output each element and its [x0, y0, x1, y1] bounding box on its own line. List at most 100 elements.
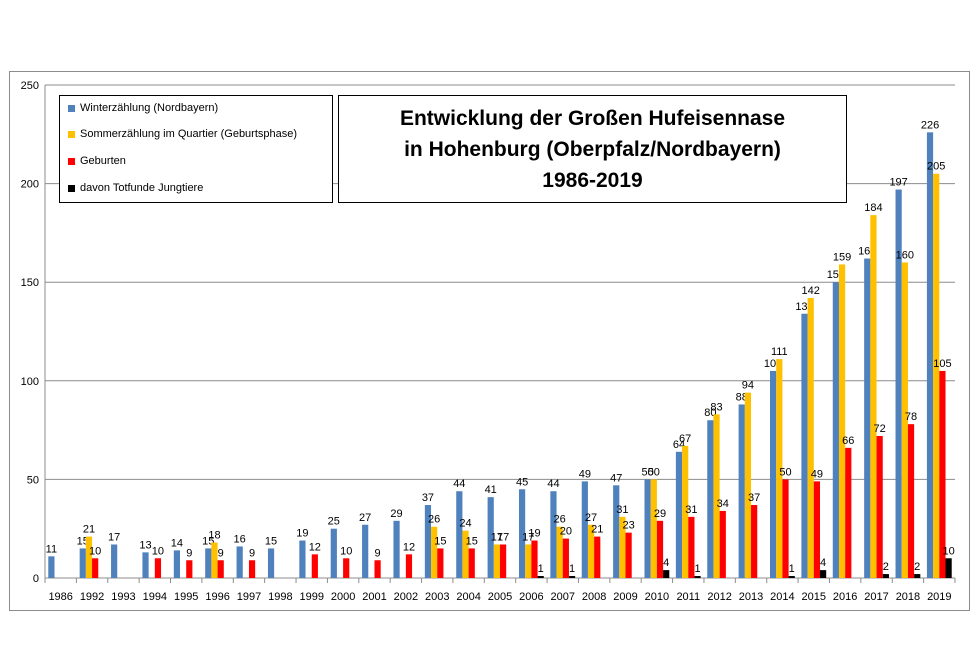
data-label: 10	[89, 545, 101, 557]
y-tick-label: 50	[27, 474, 39, 486]
bar	[870, 215, 877, 579]
legend-item-deaths: davon Totfunde Jungtiere	[68, 180, 203, 196]
bar	[926, 132, 934, 578]
data-label: 27	[585, 512, 597, 524]
data-label: 4	[663, 557, 669, 569]
bar	[311, 554, 318, 578]
data-label: 25	[328, 516, 340, 528]
bar	[299, 540, 306, 578]
bar	[186, 560, 193, 578]
bar	[92, 558, 99, 578]
legend-item-births: Geburten	[68, 153, 126, 169]
bar	[813, 481, 820, 578]
bar	[211, 542, 218, 578]
bar	[537, 576, 544, 578]
data-label: 44	[547, 478, 559, 490]
bar	[782, 479, 789, 578]
x-tick-label: 1993	[111, 591, 135, 603]
x-tick-label: 1996	[205, 591, 229, 603]
data-label: 12	[309, 541, 321, 553]
data-label: 80	[704, 407, 716, 419]
bar	[487, 497, 494, 578]
x-tick-label: 1994	[143, 591, 167, 603]
data-label: 15	[202, 535, 214, 547]
data-label: 2	[883, 561, 889, 573]
bar	[819, 570, 827, 578]
bar	[248, 560, 256, 578]
bar	[562, 538, 569, 578]
data-label: 1	[695, 563, 701, 575]
x-tick-label: 2007	[551, 591, 575, 603]
bar	[619, 516, 626, 578]
bar	[173, 550, 181, 578]
data-label: 14	[171, 537, 183, 549]
data-label: 21	[591, 524, 603, 536]
legend-item-summer: Sommerzählung im Quartier (Geburtsphase)	[68, 126, 297, 142]
bar	[424, 505, 432, 578]
y-tick-label: 150	[21, 277, 39, 289]
data-label: 72	[874, 423, 886, 435]
data-label: 78	[905, 411, 917, 423]
legend-item-winter: Winterzählung (Nordbayern)	[68, 100, 218, 116]
x-tick-label: 1992	[80, 591, 104, 603]
bar	[154, 558, 162, 578]
bar	[85, 536, 93, 578]
x-tick-label: 2014	[770, 591, 794, 603]
bar	[663, 570, 670, 578]
data-label: 4	[820, 557, 826, 569]
bar	[531, 540, 538, 578]
bar	[500, 544, 507, 578]
data-label: 197	[889, 177, 907, 189]
bar	[776, 359, 783, 578]
bar	[838, 264, 846, 578]
data-label: 20	[560, 526, 572, 538]
x-tick-label: 2004	[456, 591, 480, 603]
data-label: 19	[528, 528, 540, 540]
x-tick-label: 2011	[676, 591, 700, 603]
bar	[744, 392, 752, 578]
data-label: 15	[466, 535, 478, 547]
data-label: 10	[152, 545, 164, 557]
bar	[581, 481, 588, 578]
bar	[550, 491, 557, 578]
data-label: 66	[842, 435, 854, 447]
x-tick-label: 2009	[613, 591, 637, 603]
data-label: 50	[648, 466, 660, 478]
bar	[788, 576, 795, 578]
x-tick-label: 2003	[425, 591, 449, 603]
data-label: 41	[485, 484, 497, 496]
bar	[675, 451, 683, 578]
x-tick-label: 2016	[833, 591, 857, 603]
y-tick-label: 250	[21, 80, 39, 92]
bar	[437, 548, 444, 578]
chart-title: Entwicklung der Großen Hufeisennase in H…	[338, 95, 847, 203]
x-tick-label: 2017	[864, 591, 888, 603]
data-label: 26	[554, 514, 566, 526]
data-label: 26	[428, 514, 440, 526]
bar	[644, 479, 651, 578]
data-label: 9	[249, 547, 255, 559]
bar	[895, 189, 902, 579]
data-label: 49	[579, 468, 591, 480]
data-label: 64	[673, 439, 685, 451]
data-label: 29	[654, 508, 666, 520]
bar	[688, 516, 695, 578]
x-tick-label: 2008	[582, 591, 606, 603]
legend-swatch-births	[68, 157, 75, 165]
chart-title-line-1: Entwicklung der Großen Hufeisennase	[399, 106, 786, 130]
data-label: 105	[933, 358, 951, 370]
bar	[832, 282, 839, 578]
data-label: 159	[833, 251, 851, 263]
bar	[807, 297, 814, 578]
bar	[518, 489, 526, 578]
x-tick-label: 2013	[739, 591, 763, 603]
bar	[625, 532, 632, 578]
bar	[907, 424, 915, 578]
data-label: 23	[622, 520, 634, 532]
data-label: 94	[742, 380, 754, 392]
data-label: 205	[927, 161, 945, 173]
data-label: 15	[265, 535, 277, 547]
x-tick-label: 1998	[268, 591, 292, 603]
data-label: 50	[779, 466, 791, 478]
x-tick-label: 2000	[331, 591, 355, 603]
